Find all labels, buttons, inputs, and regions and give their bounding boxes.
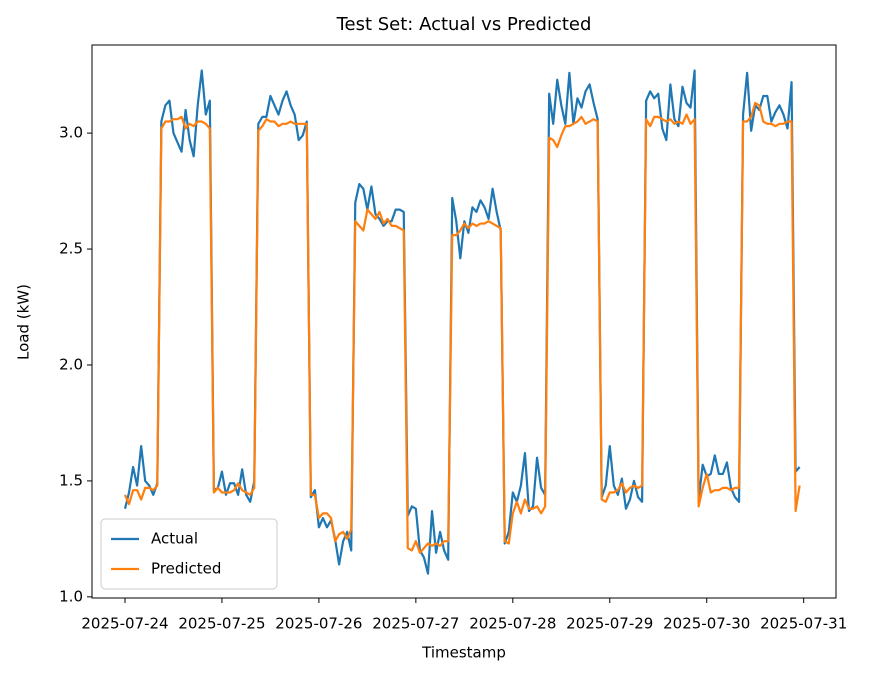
y-tick-label: 3.0 bbox=[59, 124, 83, 142]
chart-title: Test Set: Actual vs Predicted bbox=[336, 14, 592, 35]
series-line bbox=[123, 101, 801, 554]
plot-frame bbox=[91, 44, 837, 599]
y-tick-label: 1.0 bbox=[59, 587, 83, 605]
x-tick-label: 2025-07-31 bbox=[760, 615, 847, 633]
series-line bbox=[123, 69, 801, 575]
legend-label: Predicted bbox=[151, 560, 221, 578]
legend: Actual Predicted bbox=[100, 518, 278, 590]
x-tick-label: 2025-07-27 bbox=[372, 615, 459, 633]
x-tick-label: 2025-07-26 bbox=[275, 615, 362, 633]
x-tick-label: 2025-07-24 bbox=[81, 615, 168, 633]
y-axis-label: Load (kW) bbox=[15, 284, 33, 360]
legend-box bbox=[100, 518, 278, 590]
x-tick-label: 2025-07-29 bbox=[566, 615, 653, 633]
y-tick-label: 2.5 bbox=[59, 240, 83, 258]
x-tick-label: 2025-07-30 bbox=[663, 615, 750, 633]
x-tick-label: 2025-07-25 bbox=[178, 615, 265, 633]
x-axis-label: Timestamp bbox=[421, 644, 506, 662]
x-tick-label: 2025-07-28 bbox=[469, 615, 556, 633]
legend-label: Actual bbox=[151, 530, 198, 548]
y-tick-label: 2.0 bbox=[59, 355, 83, 373]
y-tick-label: 1.5 bbox=[59, 471, 83, 489]
